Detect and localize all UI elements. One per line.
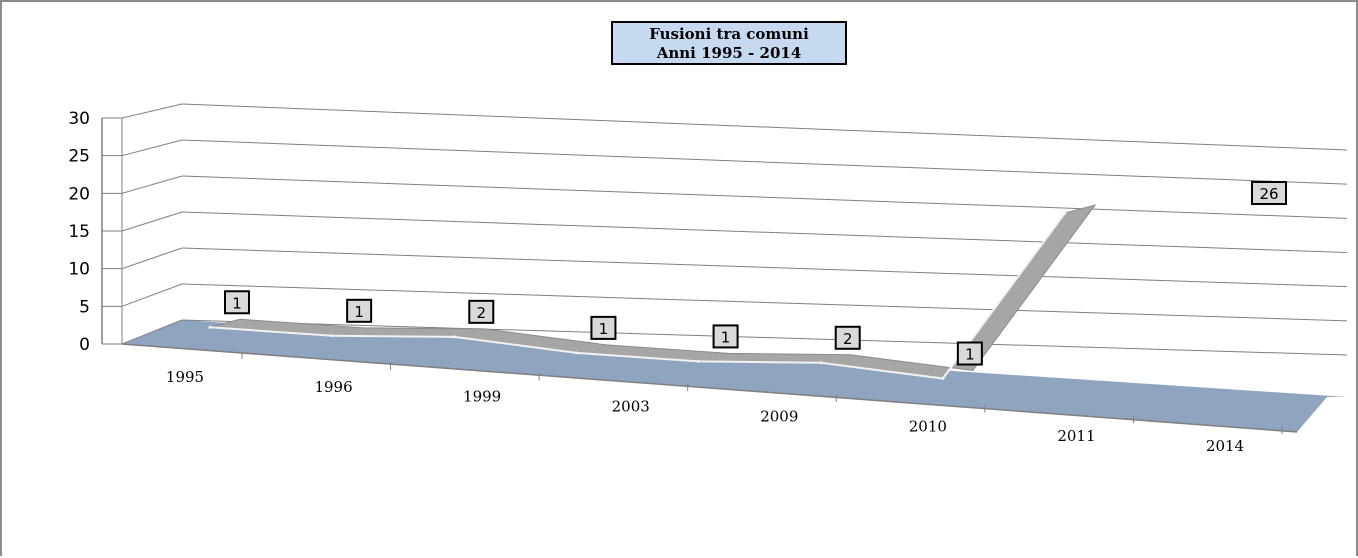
- x-tick-label: 2011: [1057, 427, 1095, 445]
- gridline-side: [121, 139, 183, 157]
- y-tick-label: 30: [68, 109, 90, 129]
- data-point: [941, 377, 945, 381]
- x-tick-label: 2014: [1206, 437, 1244, 455]
- gridline: [181, 211, 1348, 253]
- y-tick-label: 10: [68, 260, 90, 280]
- data-label: 2: [843, 330, 853, 348]
- gridline-side: [121, 247, 183, 270]
- data-label-box: [224, 290, 250, 315]
- x-tick-label: 2003: [612, 398, 650, 416]
- x-tick-label: 1999: [463, 388, 501, 406]
- gridline: [181, 175, 1348, 219]
- data-label-box: [1251, 181, 1287, 205]
- gridline-side: [121, 283, 183, 307]
- gridline-side: [121, 211, 183, 232]
- data-label-box: [468, 299, 495, 324]
- x-tick-label: 2010: [909, 417, 947, 435]
- data-point: [452, 335, 456, 339]
- x-axis-line: [121, 343, 1298, 433]
- data-point: [208, 325, 212, 329]
- gridline: [181, 283, 1348, 322]
- data-label-box: [712, 324, 739, 349]
- data-point: [697, 359, 701, 363]
- x-tick-label: 1996: [314, 378, 352, 396]
- data-label: 26: [1259, 185, 1278, 203]
- data-label-box: [956, 341, 983, 366]
- data-label: 1: [354, 303, 364, 321]
- gridline: [181, 247, 1348, 288]
- chart-floor: [122, 320, 1347, 432]
- data-point: [330, 334, 334, 338]
- data-point: [574, 351, 578, 355]
- gridline-side: [121, 175, 183, 194]
- x-tick-label: 1995: [166, 368, 204, 386]
- series-line: [209, 212, 1066, 380]
- data-label-box: [834, 325, 861, 350]
- gridline: [181, 103, 1348, 151]
- x-tick-label: 2009: [760, 407, 798, 425]
- y-tick-label: 15: [68, 222, 90, 242]
- data-label: 1: [721, 328, 731, 346]
- chart-title-line1: Fusioni tra comuni: [649, 25, 809, 43]
- gridline-side: [121, 103, 183, 119]
- y-tick-label: 5: [79, 297, 90, 317]
- chart-title: Fusioni tra comuni Anni 1995 - 2014: [611, 21, 847, 65]
- y-tick-label: 20: [68, 184, 90, 204]
- data-label: 1: [232, 294, 242, 312]
- data-label-box: [346, 298, 373, 323]
- gridline-side: [121, 319, 183, 345]
- gridline: [181, 139, 1348, 185]
- chart-subtitle-line2: Anni 1995 - 2014: [656, 44, 802, 62]
- data-point: [1063, 211, 1067, 215]
- gridline: [181, 319, 1348, 356]
- data-label-box: [590, 315, 617, 340]
- data-label: 1: [965, 346, 975, 364]
- data-point: [819, 361, 823, 365]
- data-label: 1: [599, 320, 609, 338]
- y-tick-label: 25: [68, 147, 90, 167]
- y-tick-label: 0: [79, 335, 90, 355]
- data-label: 2: [477, 304, 487, 322]
